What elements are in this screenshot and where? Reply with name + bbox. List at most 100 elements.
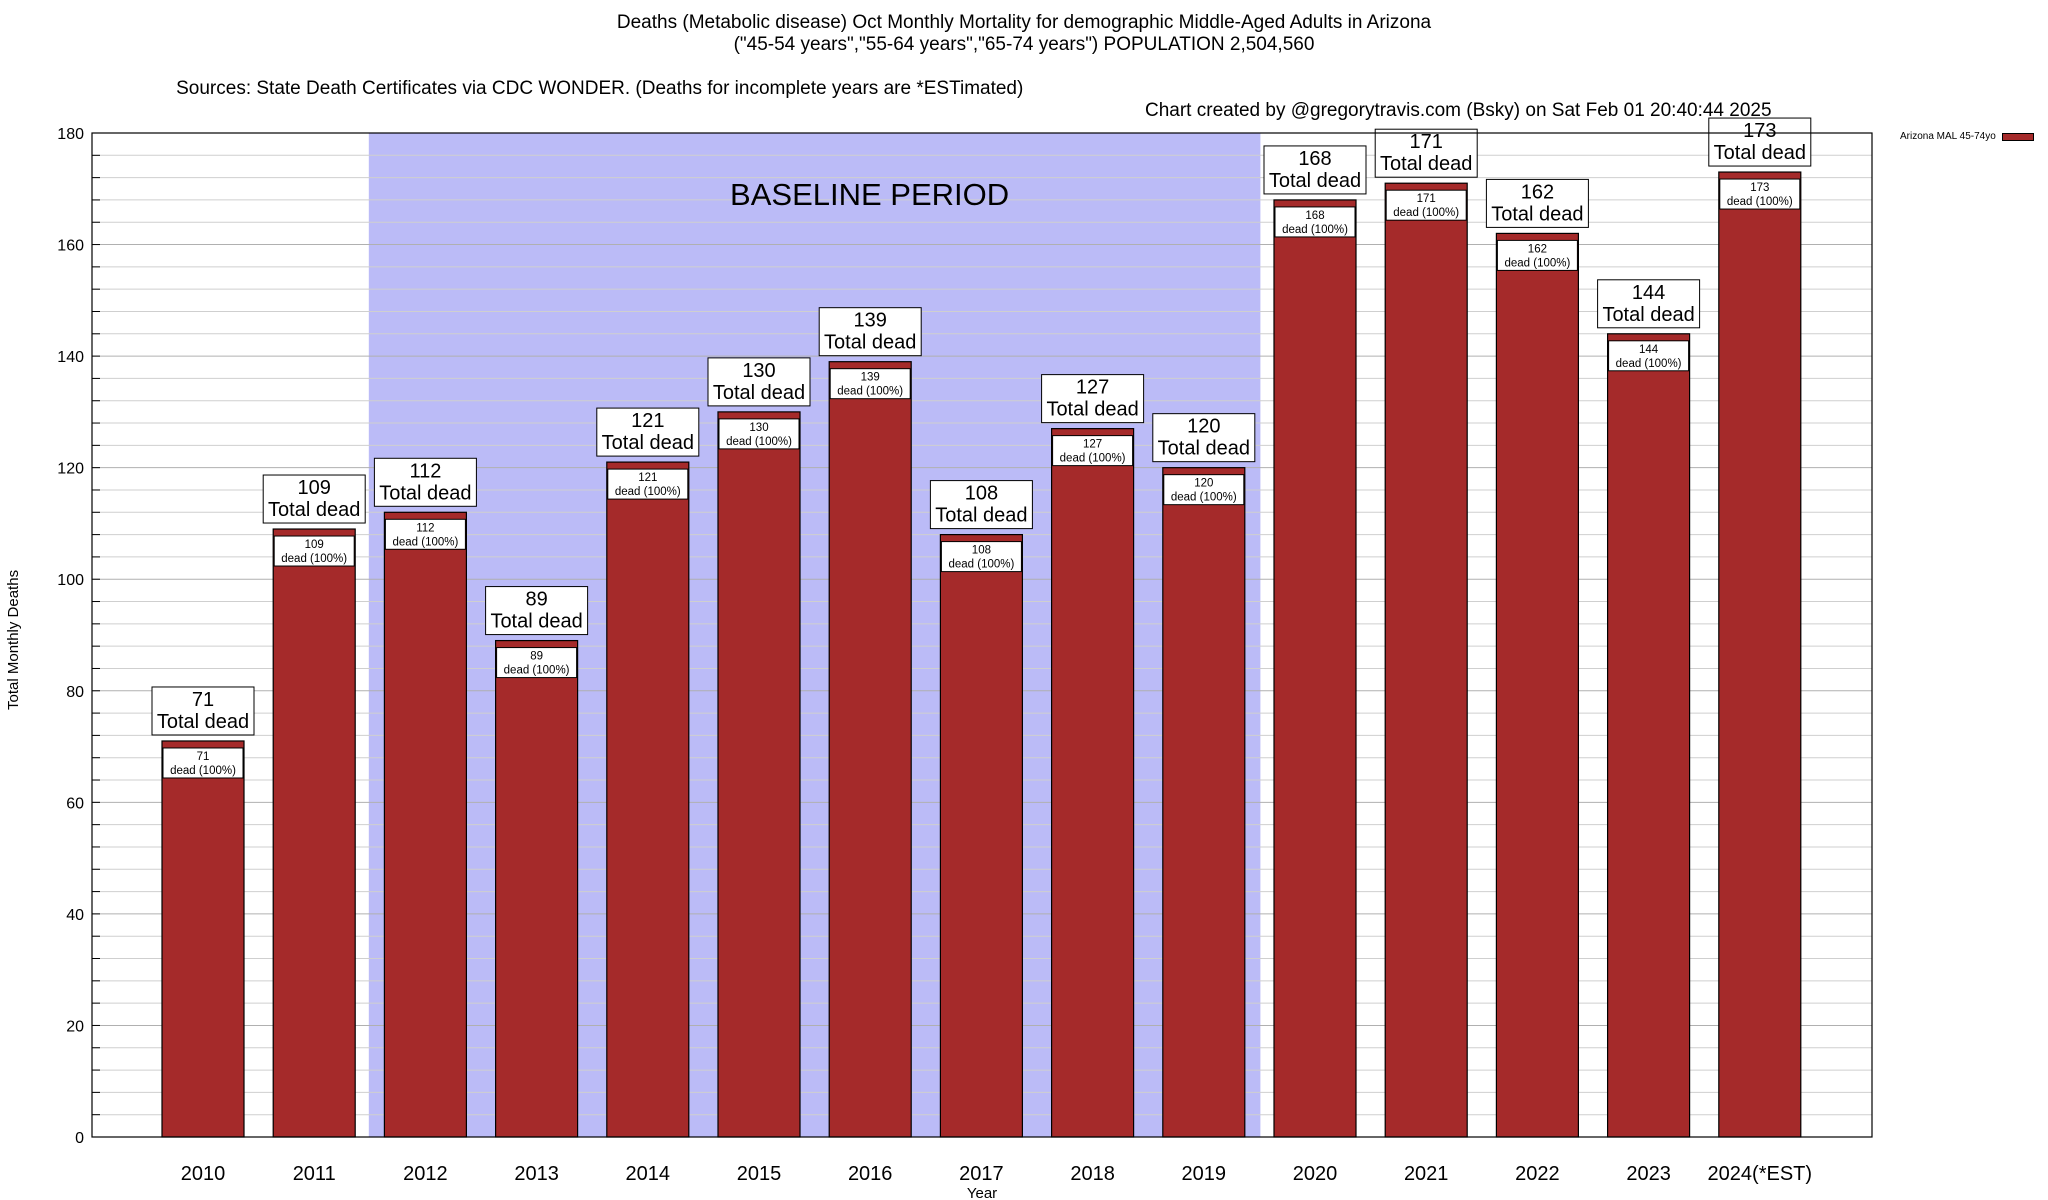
- inner-label-pct: dead (100%): [281, 553, 347, 565]
- y-tick-label: 0: [75, 1130, 84, 1147]
- x-tick-label: 2014: [626, 1163, 671, 1185]
- inner-label-box: [607, 468, 689, 500]
- inner-label-pct: dead (100%): [1504, 257, 1570, 269]
- inner-label-value: 168: [1305, 210, 1324, 222]
- inner-label-box: [718, 418, 800, 450]
- x-tick-label: 2019: [1182, 1163, 1227, 1185]
- bar-2019: [1162, 467, 1246, 1138]
- top-label-value: 109: [298, 477, 331, 499]
- inner-label-value: 173: [1750, 182, 1769, 194]
- inner-label-pct: dead (100%): [392, 536, 458, 548]
- baseline-band-label: BASELINE PERIOD: [730, 177, 1009, 212]
- inner-label-value: 121: [638, 472, 657, 484]
- top-label-text: Total dead: [1491, 203, 1583, 225]
- x-tick-label: 2012: [403, 1163, 448, 1185]
- legend: Arizona MAL 45-74yo: [1900, 131, 2034, 142]
- top-label-box: [1374, 128, 1478, 178]
- bar-2020: [1273, 199, 1357, 1138]
- bar-2022: [1495, 232, 1580, 1138]
- y-tick-label: 180: [57, 126, 84, 143]
- x-tick-label: 2013: [514, 1163, 559, 1185]
- bar-2011: [272, 528, 356, 1138]
- top-label-text: Total dead: [490, 611, 582, 633]
- inner-label-box: [1496, 239, 1578, 271]
- inner-label-box: [940, 541, 1022, 573]
- top-label-value: 139: [854, 310, 887, 332]
- top-label-text: Total dead: [379, 482, 471, 504]
- y-tick-label: 20: [66, 1018, 84, 1035]
- top-label-value: 112: [409, 460, 441, 482]
- top-label-box: [262, 474, 366, 524]
- top-label-text: Total dead: [935, 505, 1027, 527]
- top-label-value: 108: [965, 483, 998, 505]
- top-label-value: 89: [525, 589, 547, 611]
- top-label-box: [373, 457, 477, 507]
- inner-label-value: 108: [972, 545, 991, 557]
- inner-label-pct: dead (100%): [1171, 492, 1237, 504]
- inner-label-box: [1052, 435, 1134, 467]
- inner-label-pct: dead (100%): [837, 386, 903, 398]
- y-tick-label: 100: [57, 572, 84, 589]
- bar-2013: [495, 639, 579, 1138]
- inner-label-value: 120: [1194, 478, 1213, 490]
- top-label-box: [929, 480, 1033, 530]
- top-label-text: Total dead: [1158, 438, 1250, 460]
- top-label-box: [1597, 279, 1701, 329]
- bar-2014: [606, 461, 690, 1138]
- inner-label-box: [1608, 340, 1690, 372]
- inner-label-box: [1385, 189, 1467, 221]
- sources-text: Sources: State Death Certificates via CD…: [176, 78, 1024, 99]
- x-tick-label: 2016: [848, 1163, 893, 1185]
- inner-label-box: [1274, 206, 1356, 238]
- top-label-box: [1041, 374, 1145, 424]
- inner-label-value: 144: [1639, 344, 1659, 356]
- top-label-value: 120: [1187, 416, 1220, 438]
- top-label-text: Total dead: [157, 711, 249, 733]
- y-tick-label: 60: [66, 795, 84, 812]
- inner-label-box: [1163, 474, 1245, 506]
- top-label-box: [1485, 178, 1589, 228]
- inner-label-pct: dead (100%): [1616, 358, 1682, 370]
- inner-label-value: 89: [530, 651, 543, 663]
- top-label-text: Total dead: [824, 332, 916, 354]
- top-label-box: [596, 407, 700, 457]
- bar-2018: [1050, 428, 1135, 1138]
- bar-2017: [939, 533, 1024, 1138]
- credit-text: Chart created by @gregorytravis.com (Bsk…: [1145, 100, 1772, 121]
- top-label-box: [707, 357, 811, 407]
- inner-label-box: [384, 518, 466, 550]
- top-label-box: [818, 307, 922, 357]
- inner-label-box: [496, 647, 578, 679]
- inner-label-value: 71: [197, 751, 210, 763]
- top-label-value: 171: [1410, 131, 1443, 153]
- inner-label-pct: dead (100%): [1393, 207, 1459, 219]
- top-label-value: 130: [742, 360, 775, 382]
- bar-2024(*EST): [1718, 171, 1802, 1138]
- bar-2012: [383, 511, 467, 1138]
- chart-title: Deaths (Metabolic disease) Oct Monthly M…: [0, 12, 2048, 144]
- inner-label-box: [1719, 178, 1801, 210]
- inner-label-value: 127: [1083, 439, 1102, 451]
- top-label-value: 162: [1521, 181, 1554, 203]
- x-axis-label: Year: [967, 1185, 997, 1200]
- bar-2023: [1606, 333, 1691, 1138]
- x-tick-label: 2015: [737, 1163, 782, 1185]
- x-tick-label: 2024(*EST): [1708, 1163, 1813, 1185]
- x-tick-label: 2018: [1070, 1163, 1115, 1185]
- inner-label-pct: dead (100%): [170, 765, 236, 777]
- top-label-value: 121: [631, 410, 664, 432]
- x-tick-label: 2017: [959, 1163, 1004, 1185]
- y-tick-label: 80: [66, 684, 84, 701]
- title-line-1: Deaths (Metabolic disease) Oct Monthly M…: [616, 12, 1432, 33]
- inner-label-value: 130: [749, 422, 768, 434]
- top-label-text: Total dead: [1602, 304, 1694, 326]
- top-label-text: Total dead: [1380, 153, 1472, 175]
- inner-label-pct: dead (100%): [1060, 453, 1126, 465]
- inner-label-value: 171: [1417, 193, 1436, 205]
- top-label-value: 168: [1298, 148, 1331, 170]
- bar-2010: [161, 740, 245, 1138]
- top-label-value: 71: [192, 689, 214, 711]
- x-tick-label: 2010: [181, 1163, 226, 1185]
- top-label-box: [1708, 117, 1812, 167]
